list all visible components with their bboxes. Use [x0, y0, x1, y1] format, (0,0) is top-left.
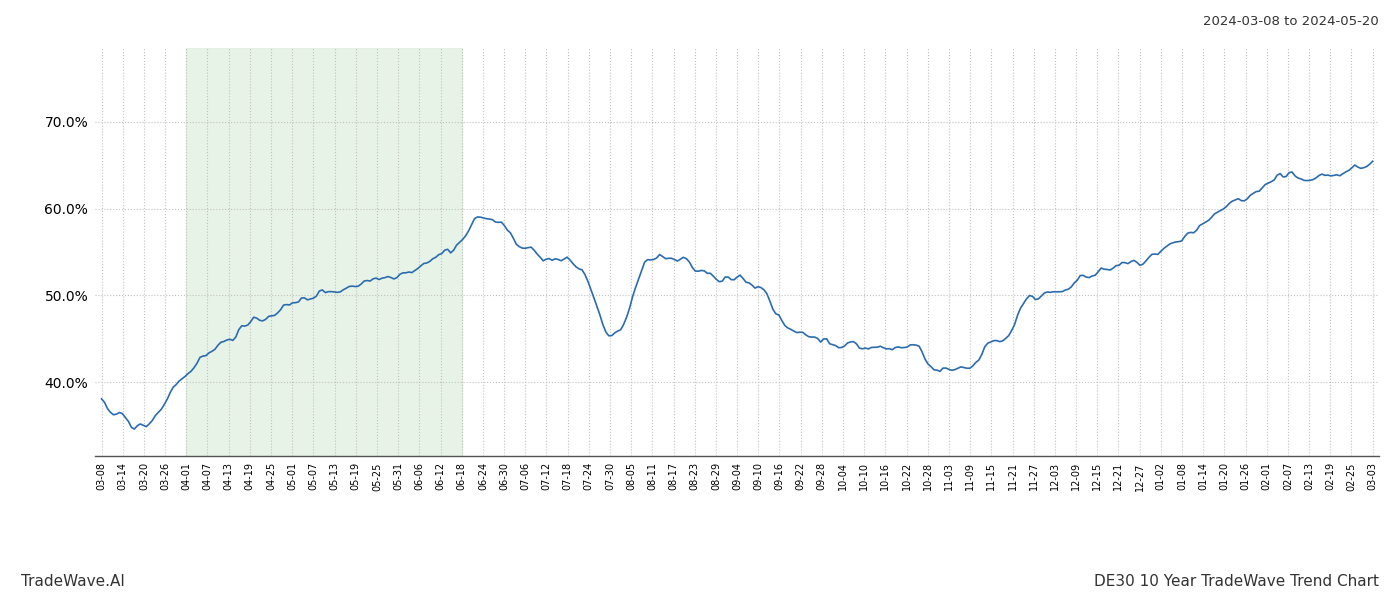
- Bar: [186, 48, 462, 456]
- Text: DE30 10 Year TradeWave Trend Chart: DE30 10 Year TradeWave Trend Chart: [1093, 574, 1379, 589]
- Text: TradeWave.AI: TradeWave.AI: [21, 574, 125, 589]
- Text: 2024-03-08 to 2024-05-20: 2024-03-08 to 2024-05-20: [1203, 15, 1379, 28]
